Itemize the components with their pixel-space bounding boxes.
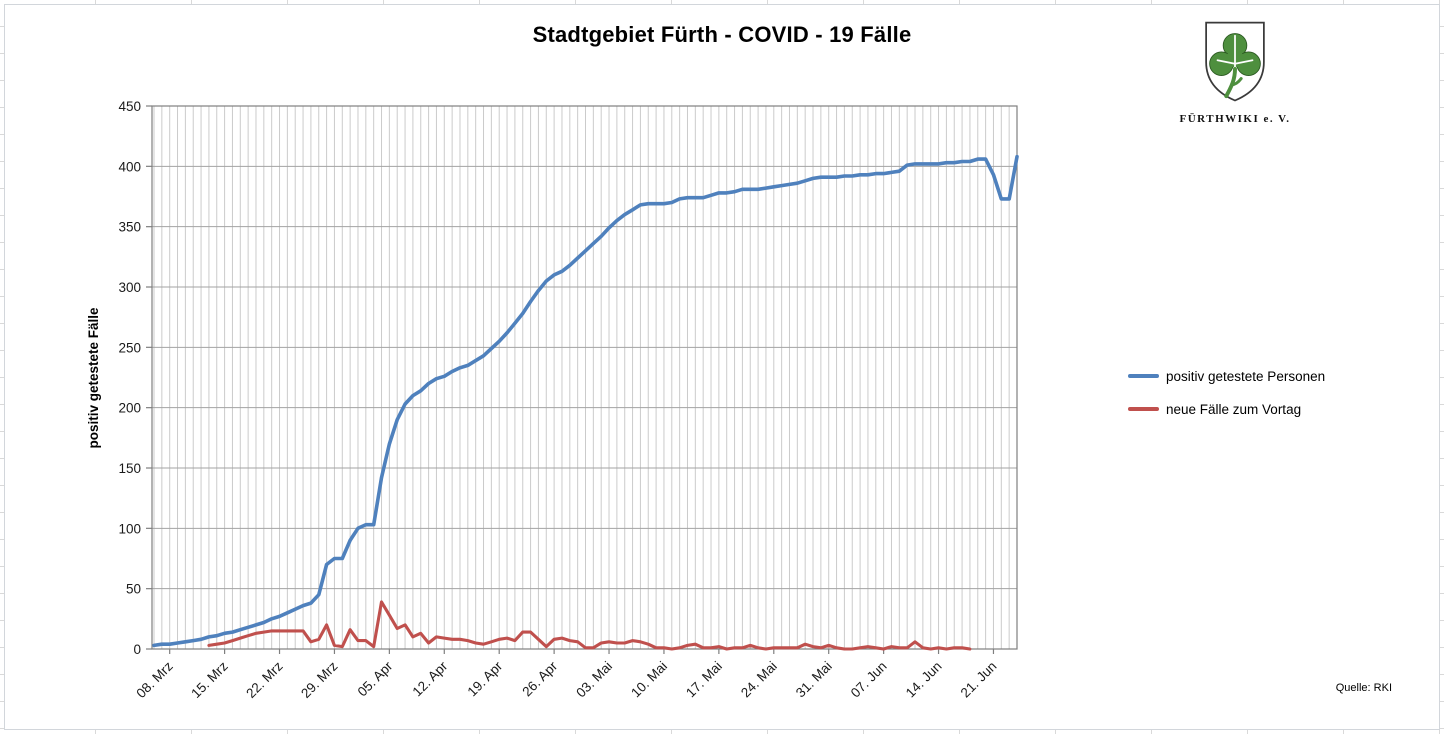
legend-line-swatch-red [1128,407,1159,411]
y-tick-label: 200 [118,401,141,416]
y-axis-title: positiv getestete Fälle [86,307,101,449]
legend-line-swatch-blue [1128,374,1159,378]
x-tick-label: 19. Apr [464,658,505,699]
y-tick-label: 150 [118,461,141,476]
x-tick-label: 29. Mrz [298,658,341,701]
chart-object-border [4,4,1440,730]
y-tick-label: 50 [126,582,141,597]
sheet-gridline-stubs-left [0,0,4,736]
sheet-gridline-stubs-right [1440,0,1444,736]
x-tick-label: 17. Mai [683,659,725,701]
legend-item-new-cases: neue Fälle zum Vortag [1128,399,1325,419]
y-tick-label: 350 [118,220,141,235]
y-tick-label: 250 [118,340,141,355]
chart-title: Stadtgebiet Fürth - COVID - 19 Fälle [532,22,912,47]
plot-border [151,105,1018,650]
series-line-positive-tested [152,154,1019,648]
x-tick-label: 26. Apr [519,658,560,699]
x-tick-label: 05. Apr [355,658,396,699]
y-tick-label: 100 [118,521,141,536]
x-tick-label: 15. Mrz [188,658,231,701]
chart-legend: positiv getestete Personen neue Fälle zu… [1128,366,1325,432]
x-tick-label: 03. Mai [573,659,615,701]
x-tick-label: 14. Jun [903,659,945,701]
legend-item-positive-tested: positiv getestete Personen [1128,366,1325,386]
x-tick-label: 07. Jun [848,659,890,701]
x-tick-label: 10. Mai [628,659,670,701]
fuerthwiki-logo: FÜRTHWIKI e. V. [1178,20,1292,125]
legend-label-positive-tested: positiv getestete Personen [1166,368,1326,384]
y-tick-label: 300 [118,280,141,295]
x-tick-label: 31. Mai [793,659,835,701]
sheet-gridline-stubs-bottom [0,730,1444,734]
x-tick-label: 21. Jun [958,659,1000,701]
logo-caption: FÜRTHWIKI e. V. [1179,113,1291,125]
series-line-new-cases [207,600,972,651]
legend-label-new-cases: neue Fälle zum Vortag [1166,401,1302,417]
x-tick-label: 22. Mrz [243,658,286,701]
fuerthwiki-shield-shamrock-icon [1205,21,1265,102]
source-note: Quelle: RKI [1335,682,1392,694]
sheet-gridline-stubs-top [0,0,1444,4]
x-tick-label: 12. Apr [410,658,451,699]
x-tick-label: 24. Mai [738,659,780,701]
x-tick-label: 08. Mrz [133,658,176,701]
y-tick-label: 400 [118,159,141,174]
y-tick-label: 450 [118,99,141,114]
y-tick-label: 0 [133,642,141,657]
